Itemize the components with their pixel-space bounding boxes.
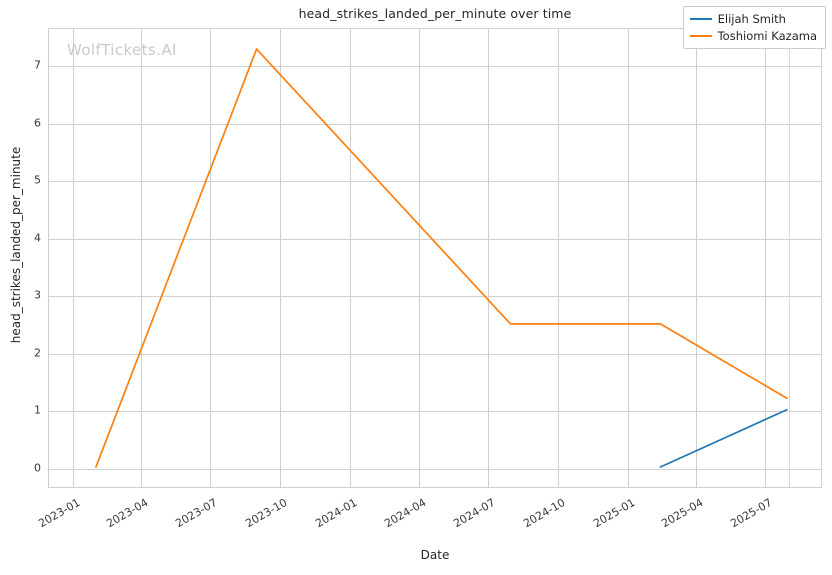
- x-axis-ticks: 2023-01 2023-04 2023-07 2023-10 2024-01 2024-…: [35, 496, 775, 531]
- gridline-vertical: [350, 29, 351, 487]
- y-axis-label: head_strikes_landed_per_minute: [9, 146, 23, 344]
- y-tick-label: 2: [34, 346, 41, 360]
- plot-area: WolfTickets.AI: [48, 28, 822, 488]
- series-line: [659, 408, 788, 468]
- gridline-horizontal: [49, 124, 821, 125]
- x-axis-label: Date: [420, 548, 450, 562]
- gridline-vertical: [419, 29, 420, 487]
- series-lines: [95, 48, 788, 468]
- gridline-vertical: [73, 29, 74, 487]
- chart-title: head_strikes_landed_per_minute over time: [298, 6, 572, 21]
- vertical-marker-line: [789, 29, 790, 487]
- legend-item: Elijah Smith: [689, 12, 817, 26]
- gridline-horizontal: [49, 66, 821, 67]
- legend-label: Toshiomi Kazama: [717, 29, 817, 43]
- gridline-horizontal: [49, 296, 821, 297]
- y-tick-label: 3: [34, 288, 41, 302]
- gridline-vertical: [765, 29, 766, 487]
- legend-color-swatch: [689, 18, 712, 20]
- gridline-vertical: [210, 29, 211, 487]
- gridline-vertical: [696, 29, 697, 487]
- chart-legend: Elijah Smith Toshiomi Kazama: [682, 6, 826, 49]
- gridline-vertical: [558, 29, 559, 487]
- y-tick-label: 1: [34, 403, 41, 417]
- gridline-vertical: [141, 29, 142, 487]
- y-tick-label: 0: [34, 461, 41, 475]
- gridline-horizontal: [49, 181, 821, 182]
- gridline-horizontal: [49, 411, 821, 412]
- y-tick-label: 4: [34, 231, 41, 245]
- y-tick-label: 6: [34, 116, 41, 130]
- gridline-vertical: [488, 29, 489, 487]
- gridline-horizontal: [49, 354, 821, 355]
- legend-color-swatch: [689, 35, 712, 37]
- y-tick-label: 5: [34, 173, 41, 187]
- series-line: [95, 48, 788, 468]
- y-axis-ticks: 0 1 2 3 4 5 6 7: [0, 28, 41, 488]
- y-tick-label: 7: [34, 58, 41, 72]
- legend-item: Toshiomi Kazama: [689, 29, 817, 43]
- gridline-vertical: [628, 29, 629, 487]
- gridline-horizontal: [49, 469, 821, 470]
- legend-label: Elijah Smith: [717, 12, 786, 26]
- gridline-vertical: [280, 29, 281, 487]
- gridline-horizontal: [49, 239, 821, 240]
